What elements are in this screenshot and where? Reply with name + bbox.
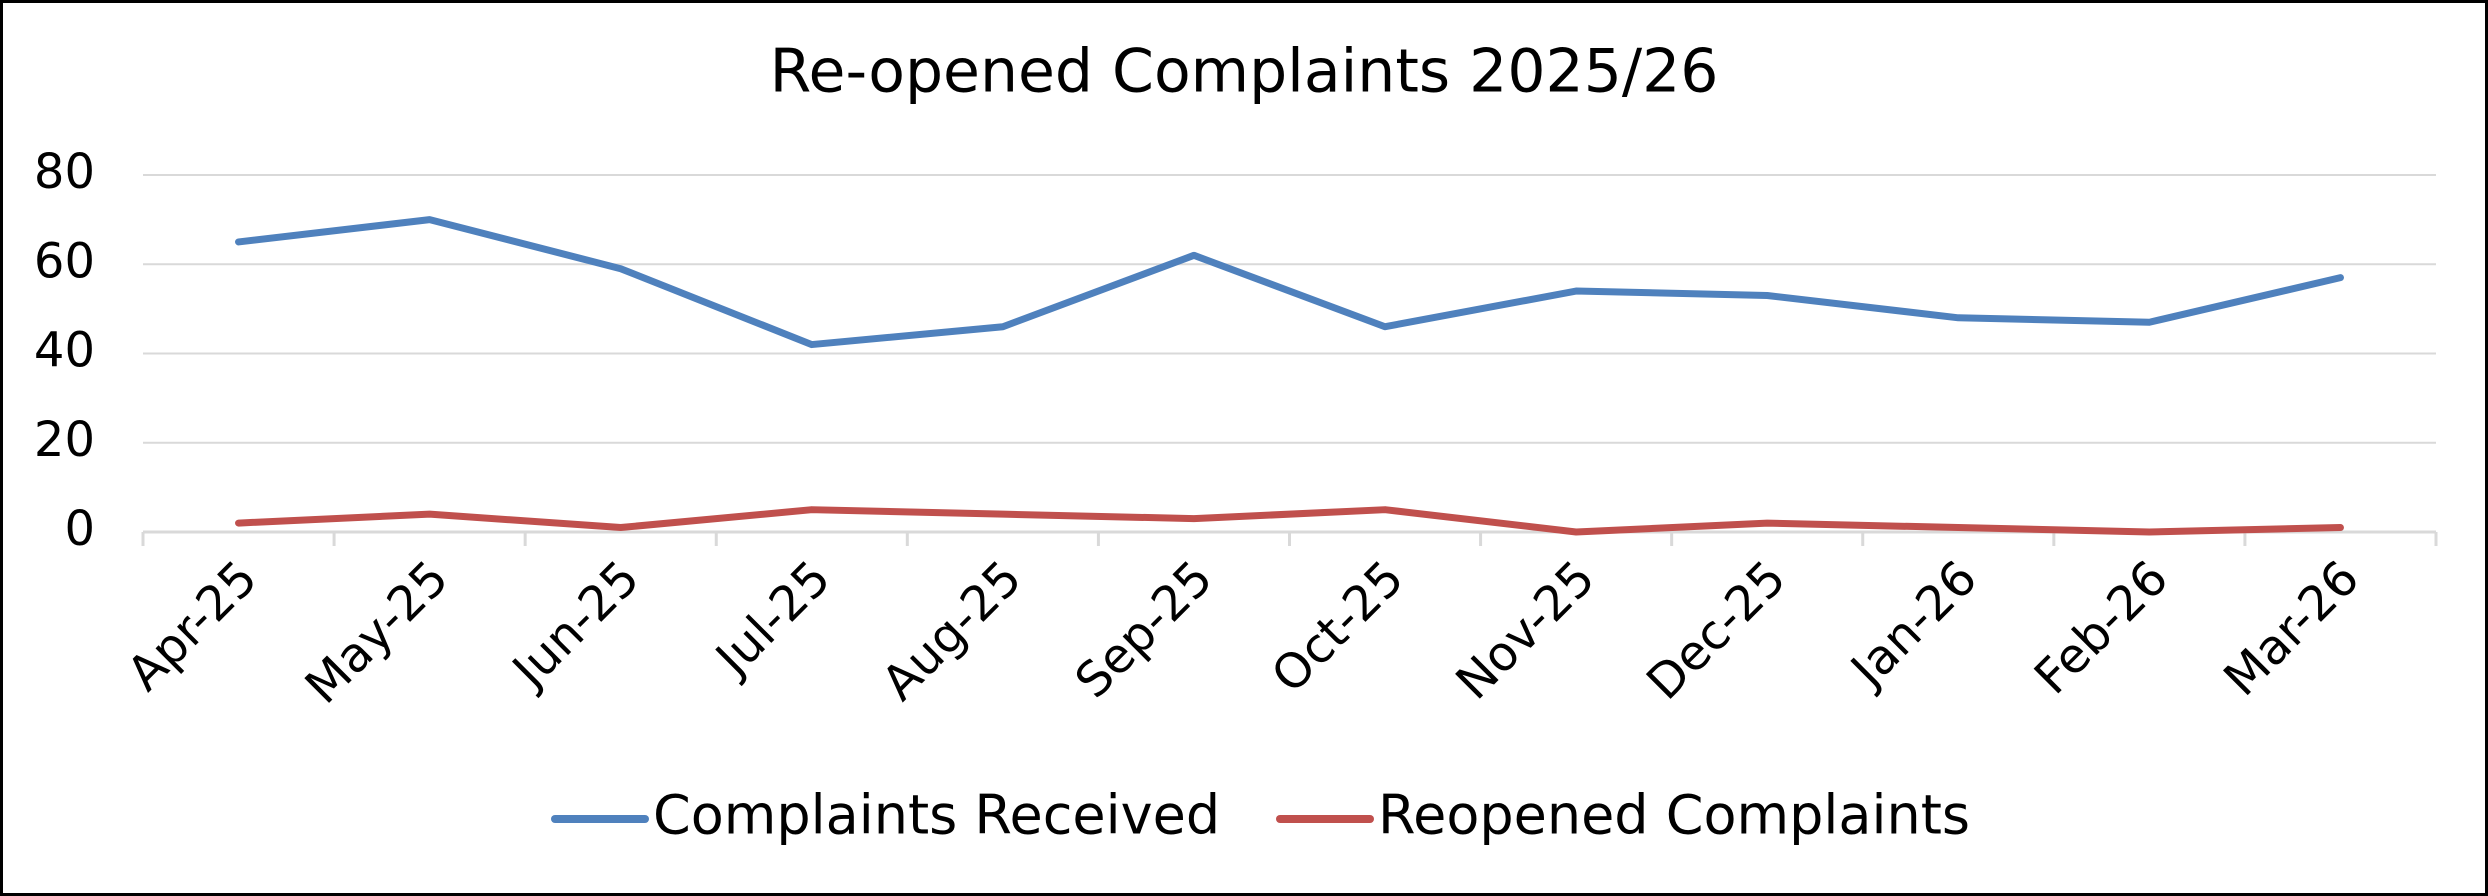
legend-label: Reopened Complaints — [1378, 784, 1970, 847]
legend-label: Complaints Received — [653, 784, 1220, 847]
line-series — [235, 506, 2344, 536]
y-tick-label: 40 — [34, 323, 95, 379]
y-tick-label: 80 — [34, 144, 95, 200]
y-tick-label: 60 — [34, 233, 95, 289]
line-series — [235, 216, 2344, 349]
y-tick-label: 20 — [34, 412, 95, 468]
y-tick-label: 0 — [64, 501, 95, 557]
chart-title: Re-opened Complaints 2025/26 — [770, 37, 1719, 107]
